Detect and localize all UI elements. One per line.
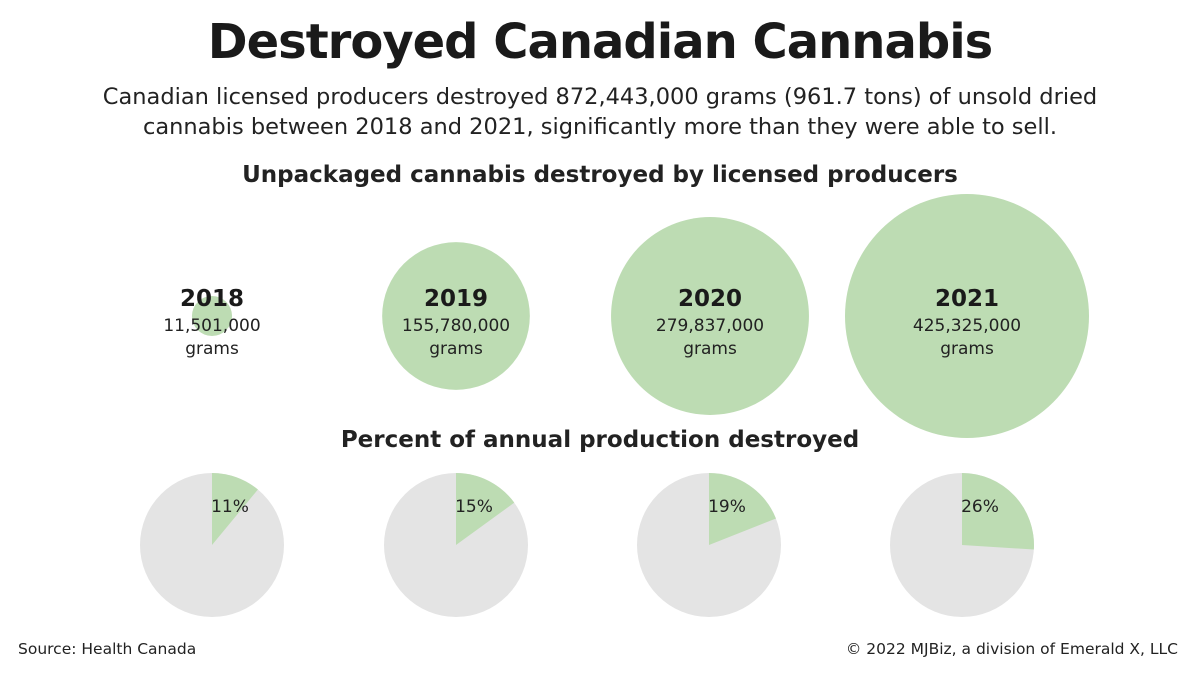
bubble-2021 (845, 194, 1089, 438)
pie-percent-label: 15% (455, 497, 493, 517)
bubble-year-label: 2021 (935, 286, 999, 312)
bubble-2020 (611, 217, 809, 415)
bubble-unit-label: grams (185, 339, 239, 359)
copyright-note: © 2022 MJBiz, a division of Emerald X, L… (845, 640, 1178, 658)
bubble-chart-title: Unpackaged cannabis destroyed by license… (242, 162, 958, 188)
pie-percent-label: 19% (708, 497, 746, 517)
pie-chart-title: Percent of annual production destroyed (340, 427, 860, 453)
pie-slice-2020 (709, 473, 776, 545)
pie-slice-2021 (962, 473, 1034, 550)
bubble-value-label: 279,837,000 (656, 316, 764, 336)
bubble-value-label: 425,325,000 (913, 316, 1021, 336)
bubble-2019 (382, 242, 530, 390)
pie-percent-label: 26% (961, 497, 999, 517)
bubble-year-label: 2019 (424, 286, 488, 312)
bubble-unit-label: grams (429, 339, 483, 359)
subtitle-line-2: cannabis between 2018 and 2021, signific… (142, 114, 1058, 140)
subtitle: Canadian licensed producers destroyed 87… (0, 82, 1200, 142)
bubble-value-label: 155,780,000 (402, 316, 510, 336)
pie-percent-label: 11% (211, 497, 249, 517)
bubble-year-label: 2018 (180, 286, 244, 312)
bubble-value-label: 11,501,000 (163, 316, 260, 336)
page-title: Destroyed Canadian Cannabis (207, 14, 993, 70)
bubble-2018 (191, 295, 233, 337)
pie-slice-2019 (456, 473, 515, 545)
subtitle-line-1: Canadian licensed producers destroyed 87… (102, 84, 1098, 110)
pie-slice-2018 (212, 473, 258, 545)
bubble-year-label: 2020 (678, 286, 742, 312)
source-note: Source: Health Canada (18, 640, 197, 658)
bubble-unit-label: grams (940, 339, 994, 359)
bubble-unit-label: grams (683, 339, 737, 359)
